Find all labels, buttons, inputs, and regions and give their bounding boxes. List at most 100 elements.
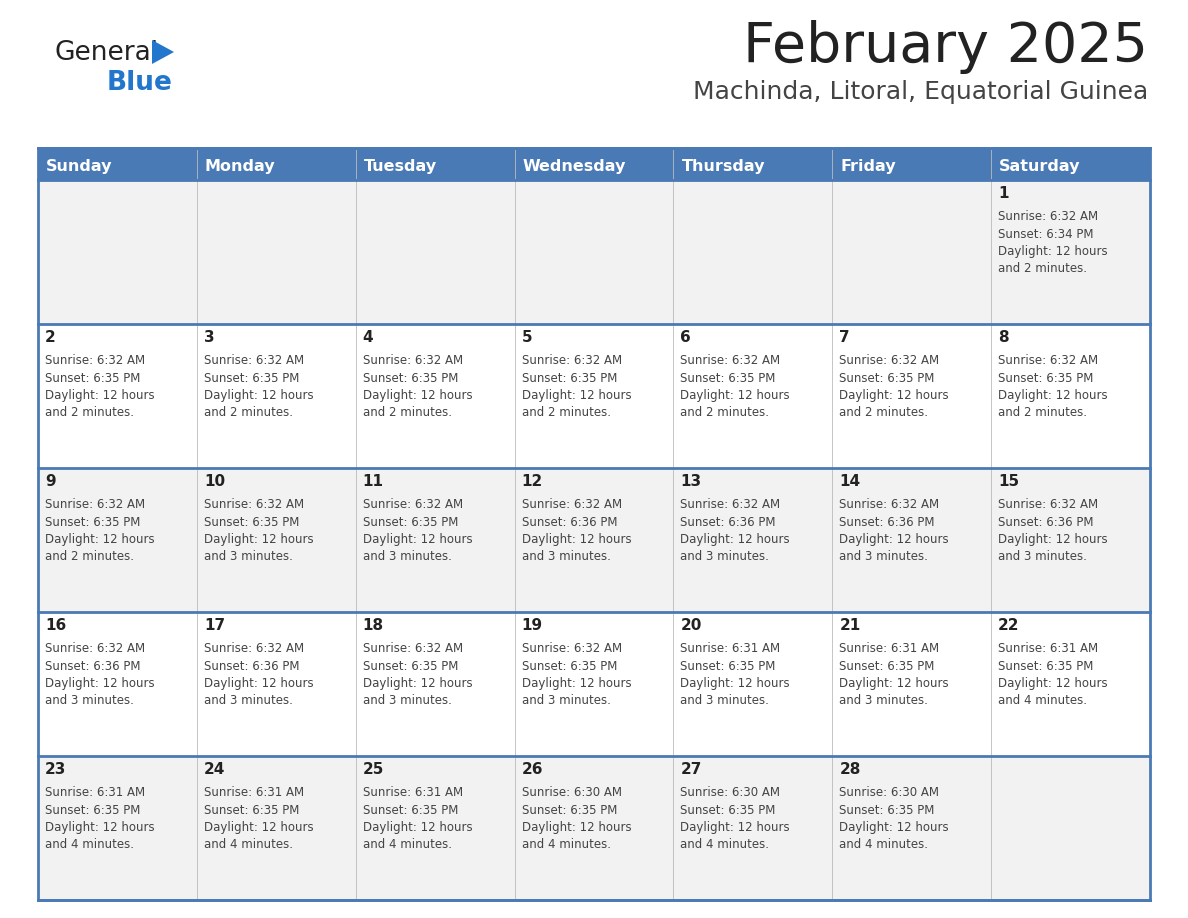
Bar <box>833 756 991 900</box>
Text: Sunrise: 6:32 AM
Sunset: 6:35 PM
Daylight: 12 hours
and 3 minutes.: Sunrise: 6:32 AM Sunset: 6:35 PM Dayligh… <box>362 642 473 708</box>
Bar <box>991 468 1150 612</box>
Bar <box>197 324 355 468</box>
Bar <box>833 612 991 756</box>
Text: Tuesday: Tuesday <box>364 159 437 174</box>
Text: 28: 28 <box>839 763 860 778</box>
Bar <box>514 756 674 900</box>
Bar <box>674 180 833 324</box>
Bar <box>197 148 355 180</box>
Text: Sunrise: 6:32 AM
Sunset: 6:36 PM
Daylight: 12 hours
and 3 minutes.: Sunrise: 6:32 AM Sunset: 6:36 PM Dayligh… <box>45 642 154 708</box>
Text: 26: 26 <box>522 763 543 778</box>
Text: Sunrise: 6:31 AM
Sunset: 6:35 PM
Daylight: 12 hours
and 4 minutes.: Sunrise: 6:31 AM Sunset: 6:35 PM Dayligh… <box>45 786 154 852</box>
Bar <box>197 180 355 324</box>
Bar <box>674 612 833 756</box>
Text: 20: 20 <box>681 619 702 633</box>
Text: 14: 14 <box>839 475 860 489</box>
Text: Sunrise: 6:32 AM
Sunset: 6:35 PM
Daylight: 12 hours
and 3 minutes.: Sunrise: 6:32 AM Sunset: 6:35 PM Dayligh… <box>204 498 314 564</box>
Text: 7: 7 <box>839 330 849 345</box>
Text: 10: 10 <box>204 475 225 489</box>
Text: Wednesday: Wednesday <box>523 159 626 174</box>
Text: Sunrise: 6:30 AM
Sunset: 6:35 PM
Daylight: 12 hours
and 4 minutes.: Sunrise: 6:30 AM Sunset: 6:35 PM Dayligh… <box>839 786 949 852</box>
Text: Sunrise: 6:32 AM
Sunset: 6:35 PM
Daylight: 12 hours
and 2 minutes.: Sunrise: 6:32 AM Sunset: 6:35 PM Dayligh… <box>45 498 154 564</box>
Bar <box>514 468 674 612</box>
Bar <box>38 612 197 756</box>
Text: 2: 2 <box>45 330 56 345</box>
Bar <box>674 756 833 900</box>
Bar <box>197 612 355 756</box>
Bar <box>514 180 674 324</box>
Bar <box>991 756 1150 900</box>
Text: Sunrise: 6:30 AM
Sunset: 6:35 PM
Daylight: 12 hours
and 4 minutes.: Sunrise: 6:30 AM Sunset: 6:35 PM Dayligh… <box>522 786 631 852</box>
Text: Thursday: Thursday <box>682 159 765 174</box>
Bar <box>355 756 514 900</box>
Text: Sunrise: 6:31 AM
Sunset: 6:35 PM
Daylight: 12 hours
and 3 minutes.: Sunrise: 6:31 AM Sunset: 6:35 PM Dayligh… <box>839 642 949 708</box>
Text: 5: 5 <box>522 330 532 345</box>
Text: 23: 23 <box>45 763 67 778</box>
Text: General: General <box>55 40 159 66</box>
Text: Sunrise: 6:32 AM
Sunset: 6:36 PM
Daylight: 12 hours
and 3 minutes.: Sunrise: 6:32 AM Sunset: 6:36 PM Dayligh… <box>204 642 314 708</box>
Text: 18: 18 <box>362 619 384 633</box>
Text: Sunrise: 6:32 AM
Sunset: 6:35 PM
Daylight: 12 hours
and 2 minutes.: Sunrise: 6:32 AM Sunset: 6:35 PM Dayligh… <box>998 354 1107 420</box>
Text: Sunrise: 6:32 AM
Sunset: 6:35 PM
Daylight: 12 hours
and 2 minutes.: Sunrise: 6:32 AM Sunset: 6:35 PM Dayligh… <box>522 354 631 420</box>
Text: Sunrise: 6:32 AM
Sunset: 6:35 PM
Daylight: 12 hours
and 3 minutes.: Sunrise: 6:32 AM Sunset: 6:35 PM Dayligh… <box>522 642 631 708</box>
Bar <box>833 148 991 180</box>
Bar <box>197 468 355 612</box>
Text: 22: 22 <box>998 619 1019 633</box>
Bar <box>38 756 197 900</box>
Text: Sunrise: 6:32 AM
Sunset: 6:36 PM
Daylight: 12 hours
and 3 minutes.: Sunrise: 6:32 AM Sunset: 6:36 PM Dayligh… <box>681 498 790 564</box>
Bar <box>833 324 991 468</box>
Text: Sunrise: 6:32 AM
Sunset: 6:35 PM
Daylight: 12 hours
and 2 minutes.: Sunrise: 6:32 AM Sunset: 6:35 PM Dayligh… <box>839 354 949 420</box>
Text: Blue: Blue <box>107 70 173 96</box>
Bar <box>514 612 674 756</box>
Text: Sunrise: 6:32 AM
Sunset: 6:35 PM
Daylight: 12 hours
and 2 minutes.: Sunrise: 6:32 AM Sunset: 6:35 PM Dayligh… <box>45 354 154 420</box>
Bar <box>833 468 991 612</box>
Text: 8: 8 <box>998 330 1009 345</box>
Bar <box>674 468 833 612</box>
Text: Sunrise: 6:32 AM
Sunset: 6:35 PM
Daylight: 12 hours
and 2 minutes.: Sunrise: 6:32 AM Sunset: 6:35 PM Dayligh… <box>362 354 473 420</box>
Text: 24: 24 <box>204 763 226 778</box>
Bar <box>991 180 1150 324</box>
Bar <box>514 148 674 180</box>
Bar <box>355 324 514 468</box>
Text: 13: 13 <box>681 475 702 489</box>
Bar <box>38 468 197 612</box>
Text: 21: 21 <box>839 619 860 633</box>
Text: Sunrise: 6:31 AM
Sunset: 6:35 PM
Daylight: 12 hours
and 4 minutes.: Sunrise: 6:31 AM Sunset: 6:35 PM Dayligh… <box>998 642 1107 708</box>
Text: Sunrise: 6:32 AM
Sunset: 6:36 PM
Daylight: 12 hours
and 3 minutes.: Sunrise: 6:32 AM Sunset: 6:36 PM Dayligh… <box>522 498 631 564</box>
Text: 12: 12 <box>522 475 543 489</box>
Text: Friday: Friday <box>840 159 896 174</box>
Text: 17: 17 <box>204 619 225 633</box>
Text: 15: 15 <box>998 475 1019 489</box>
Bar <box>355 180 514 324</box>
Bar <box>197 756 355 900</box>
Text: 11: 11 <box>362 475 384 489</box>
Text: 3: 3 <box>204 330 215 345</box>
Text: Sunrise: 6:31 AM
Sunset: 6:35 PM
Daylight: 12 hours
and 4 minutes.: Sunrise: 6:31 AM Sunset: 6:35 PM Dayligh… <box>362 786 473 852</box>
Text: 16: 16 <box>45 619 67 633</box>
Text: Sunrise: 6:32 AM
Sunset: 6:36 PM
Daylight: 12 hours
and 3 minutes.: Sunrise: 6:32 AM Sunset: 6:36 PM Dayligh… <box>839 498 949 564</box>
Bar <box>991 324 1150 468</box>
Text: 27: 27 <box>681 763 702 778</box>
Text: Sunrise: 6:32 AM
Sunset: 6:35 PM
Daylight: 12 hours
and 2 minutes.: Sunrise: 6:32 AM Sunset: 6:35 PM Dayligh… <box>204 354 314 420</box>
Text: Sunrise: 6:32 AM
Sunset: 6:36 PM
Daylight: 12 hours
and 3 minutes.: Sunrise: 6:32 AM Sunset: 6:36 PM Dayligh… <box>998 498 1107 564</box>
Bar <box>355 468 514 612</box>
Text: 19: 19 <box>522 619 543 633</box>
Text: 6: 6 <box>681 330 691 345</box>
Polygon shape <box>152 40 173 64</box>
Bar <box>38 148 197 180</box>
Bar <box>38 180 197 324</box>
Bar <box>674 148 833 180</box>
Bar <box>355 612 514 756</box>
Text: Machinda, Litoral, Equatorial Guinea: Machinda, Litoral, Equatorial Guinea <box>693 80 1148 104</box>
Text: Sunrise: 6:32 AM
Sunset: 6:35 PM
Daylight: 12 hours
and 3 minutes.: Sunrise: 6:32 AM Sunset: 6:35 PM Dayligh… <box>362 498 473 564</box>
Bar <box>38 324 197 468</box>
Text: 1: 1 <box>998 186 1009 201</box>
Text: Sunrise: 6:31 AM
Sunset: 6:35 PM
Daylight: 12 hours
and 4 minutes.: Sunrise: 6:31 AM Sunset: 6:35 PM Dayligh… <box>204 786 314 852</box>
Text: Sunday: Sunday <box>46 159 113 174</box>
Bar <box>833 180 991 324</box>
Text: Sunrise: 6:31 AM
Sunset: 6:35 PM
Daylight: 12 hours
and 3 minutes.: Sunrise: 6:31 AM Sunset: 6:35 PM Dayligh… <box>681 642 790 708</box>
Text: Monday: Monday <box>204 159 276 174</box>
Text: February 2025: February 2025 <box>742 20 1148 74</box>
Text: 4: 4 <box>362 330 373 345</box>
Text: 25: 25 <box>362 763 384 778</box>
